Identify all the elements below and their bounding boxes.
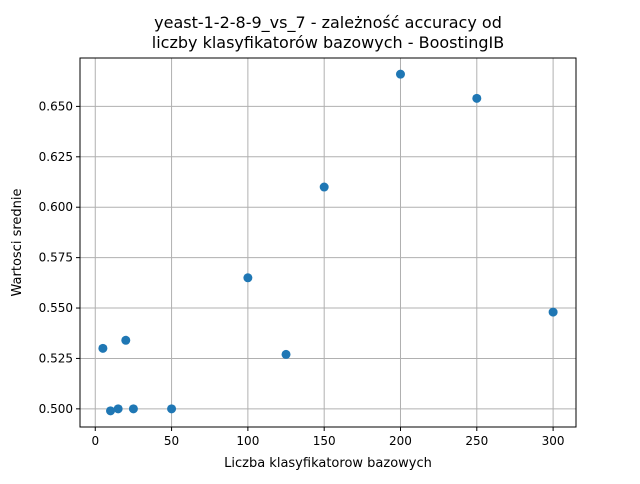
y-tick-label: 0.650 (39, 99, 73, 113)
data-point (281, 349, 291, 359)
data-point (167, 404, 177, 414)
data-point (113, 404, 123, 414)
axis-ticks: 0 50 100 150 200 250 300 0.500 0.525 0.550 0.575 0.… (39, 99, 565, 448)
chart-title-line-2: liczby klasyfikatorów bazowych - Boostin… (152, 33, 504, 52)
data-point (128, 404, 138, 414)
x-tick-label: 250 (465, 434, 488, 448)
y-tick-label: 0.550 (39, 301, 73, 315)
y-tick-label: 0.625 (39, 150, 73, 164)
axes-frame (79, 57, 577, 428)
y-tick-label: 0.500 (39, 402, 73, 416)
data-point (121, 335, 131, 345)
x-axis-label: Liczba klasyfikatorow bazowych (224, 456, 432, 471)
y-tick-label: 0.575 (39, 251, 73, 265)
y-tick-label: 0.525 (39, 351, 73, 365)
data-point (106, 406, 116, 416)
data-points (98, 69, 558, 416)
data-point (98, 343, 108, 353)
data-point (548, 307, 558, 317)
y-tick-label: 0.600 (39, 200, 73, 214)
grid-lines (80, 58, 576, 427)
x-tick-label: 150 (313, 434, 336, 448)
x-tick-label: 50 (164, 434, 179, 448)
x-tick-label: 100 (236, 434, 259, 448)
data-point (243, 273, 253, 283)
data-point (319, 182, 329, 192)
x-tick-label: 200 (389, 434, 412, 448)
y-axis-label: Wartosci srednie (10, 189, 25, 297)
chart-title-line-1: yeast-1-2-8-9_vs_7 - zależność accuracy … (154, 13, 502, 33)
data-point (472, 93, 482, 103)
x-tick-label: 300 (542, 434, 565, 448)
x-tick-label: 0 (91, 434, 99, 448)
data-point (395, 69, 405, 79)
